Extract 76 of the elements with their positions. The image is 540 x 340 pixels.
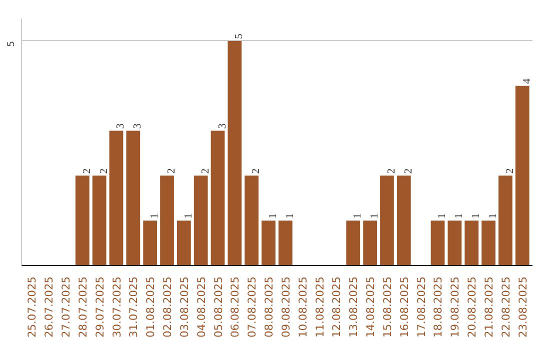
bar bbox=[143, 220, 158, 266]
bar bbox=[363, 220, 377, 266]
data-label: 1 bbox=[454, 213, 466, 219]
x-tick-label: 11.08.2025 bbox=[313, 276, 326, 338]
data-label: 1 bbox=[183, 213, 194, 219]
x-tick-label: 16.08.2025 bbox=[398, 276, 411, 338]
x-tick-label: 25.07.2025 bbox=[26, 276, 39, 338]
bar bbox=[92, 176, 106, 266]
bar bbox=[515, 86, 530, 266]
x-tick-label: 21.08.2025 bbox=[482, 276, 496, 338]
x-tick-label: 31.07.2025 bbox=[127, 276, 140, 338]
x-tick-label: 18.08.2025 bbox=[432, 276, 445, 338]
bar bbox=[262, 220, 276, 266]
bar bbox=[244, 176, 259, 266]
bar bbox=[430, 220, 445, 266]
data-label: 1 bbox=[284, 213, 296, 219]
data-label: 2 bbox=[98, 168, 110, 174]
x-tick-label: 22.08.2025 bbox=[499, 276, 512, 338]
data-label: 1 bbox=[370, 213, 381, 219]
bar bbox=[75, 176, 90, 266]
bar bbox=[346, 220, 360, 266]
x-tick-label: 20.08.2025 bbox=[466, 276, 479, 338]
bar bbox=[160, 176, 174, 266]
x-tick-label: 27.07.2025 bbox=[59, 276, 72, 338]
x-tick-label: 23.08.2025 bbox=[516, 276, 530, 338]
data-label: 3 bbox=[217, 123, 228, 129]
bar bbox=[482, 220, 496, 266]
x-tick-label: 07.08.2025 bbox=[246, 276, 259, 338]
x-tick-label: 26.07.2025 bbox=[42, 276, 56, 338]
data-label: 1 bbox=[268, 213, 280, 219]
x-tick-label: 29.07.2025 bbox=[93, 276, 106, 338]
data-label: 1 bbox=[437, 213, 448, 219]
x-tick-label: 08.08.2025 bbox=[262, 276, 276, 338]
x-tick-label: 30.07.2025 bbox=[110, 276, 124, 338]
bar bbox=[380, 176, 394, 266]
x-tick-label: 09.08.2025 bbox=[279, 276, 292, 338]
data-label: 2 bbox=[251, 168, 262, 174]
bar bbox=[396, 176, 411, 266]
x-tick-label: 15.08.2025 bbox=[380, 276, 394, 338]
data-label: 1 bbox=[352, 213, 364, 219]
bar bbox=[228, 40, 242, 266]
x-tick-label: 03.08.2025 bbox=[178, 276, 191, 338]
data-label: 2 bbox=[82, 168, 93, 174]
x-tick-label: 06.08.2025 bbox=[228, 276, 242, 338]
x-tick-label: 13.08.2025 bbox=[347, 276, 360, 338]
x-tick-label: 05.08.2025 bbox=[212, 276, 225, 338]
bar bbox=[126, 130, 140, 266]
data-label: 5 bbox=[234, 34, 246, 39]
data-label: 2 bbox=[166, 168, 178, 174]
data-label: 2 bbox=[200, 168, 212, 174]
x-tick-label: 14.08.2025 bbox=[364, 276, 378, 338]
data-label: 3 bbox=[116, 123, 127, 129]
data-label: 1 bbox=[150, 213, 161, 219]
bar bbox=[210, 130, 225, 266]
bar bbox=[194, 176, 208, 266]
bar bbox=[177, 220, 191, 266]
data-label: 3 bbox=[132, 123, 144, 129]
data-label: 4 bbox=[522, 78, 533, 84]
x-tick-label: 12.08.2025 bbox=[330, 276, 344, 338]
data-label: 1 bbox=[488, 213, 500, 219]
bar bbox=[464, 220, 479, 266]
bar bbox=[278, 220, 292, 266]
x-tick-label: 17.08.2025 bbox=[414, 276, 428, 338]
bar bbox=[498, 176, 512, 266]
x-tick-label: 19.08.2025 bbox=[448, 276, 462, 338]
x-tick-label: 02.08.2025 bbox=[161, 276, 174, 338]
bar bbox=[448, 220, 462, 266]
x-tick-label: 28.07.2025 bbox=[76, 276, 90, 338]
data-label: 2 bbox=[386, 168, 398, 174]
x-tick-label: 10.08.2025 bbox=[296, 276, 310, 338]
data-label: 1 bbox=[471, 213, 482, 219]
data-label: 2 bbox=[403, 168, 414, 174]
x-tick-label: 01.08.2025 bbox=[144, 276, 158, 338]
data-label: 2 bbox=[504, 168, 516, 174]
x-tick-label: 04.08.2025 bbox=[194, 276, 208, 338]
bar bbox=[109, 130, 124, 266]
